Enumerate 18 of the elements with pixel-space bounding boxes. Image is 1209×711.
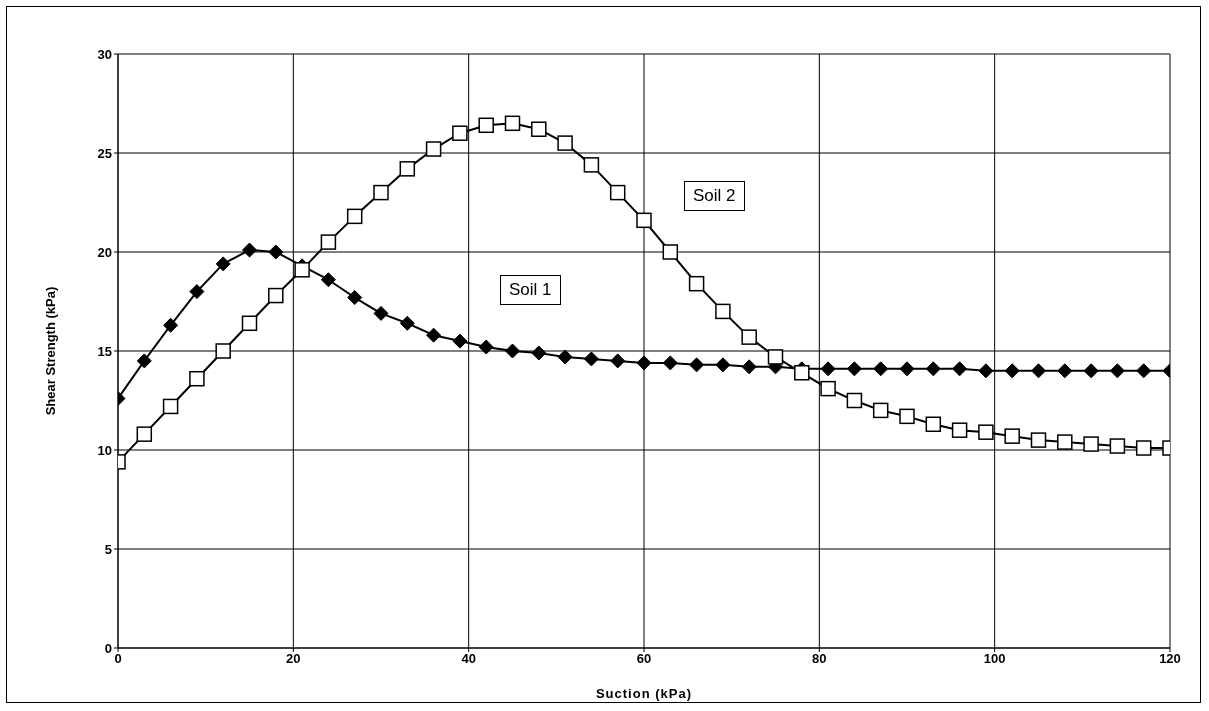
x-tick-label: 120 — [1159, 651, 1181, 667]
y-tick-label: 15 — [97, 343, 112, 359]
x-tick-label: 40 — [461, 651, 476, 667]
x-tick-label: 60 — [636, 651, 652, 667]
y-tick-label: 10 — [97, 442, 112, 458]
x-tick-label: 100 — [983, 651, 1006, 667]
x-tick-label: 20 — [286, 651, 301, 667]
y-tick-label: 5 — [104, 541, 112, 557]
y-tick-label: 25 — [97, 145, 112, 161]
y-tick-label: 30 — [97, 46, 112, 62]
annotation: Soil 1 — [500, 275, 561, 305]
y-axis-title: Shear Strength (kPa) — [42, 286, 58, 416]
y-tick-label: 20 — [97, 244, 112, 260]
y-tick-label: 0 — [104, 640, 112, 656]
annotation: Soil 2 — [684, 181, 745, 211]
x-tick-label: 80 — [812, 651, 827, 667]
x-tick-label: 0 — [114, 651, 122, 667]
x-axis-title: Suction (kPa) — [594, 686, 694, 701]
